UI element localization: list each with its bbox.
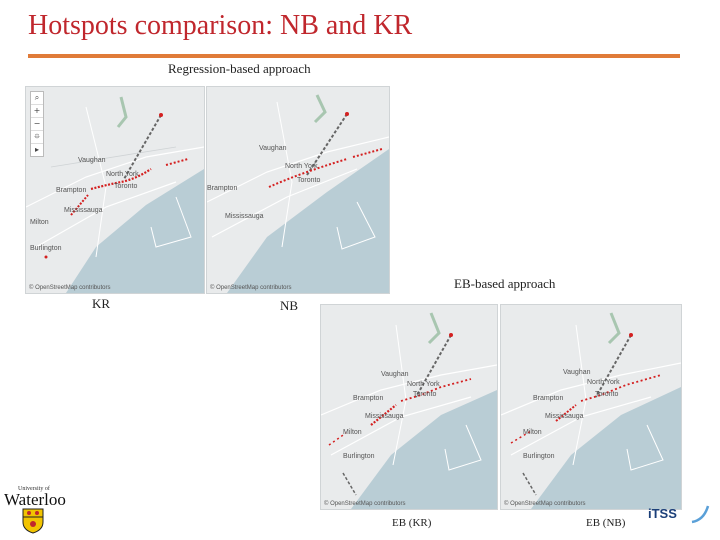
city-north-york: North York	[285, 163, 318, 170]
pin-icon[interactable]: ⯐	[31, 131, 43, 144]
eb-kr-label: EB (KR)	[392, 517, 432, 529]
map-controls: ⌕ + − ⯐ ▸	[30, 91, 44, 157]
nb-label: NB	[280, 298, 299, 313]
map-kr-regression[interactable]: ⌕ + − ⯐ ▸ Vaughan North York Toronto Bra…	[25, 86, 205, 294]
city-burlington: Burlington	[30, 245, 62, 252]
play-icon[interactable]: ▸	[34, 145, 39, 154]
logo-text-big: Waterloo	[4, 490, 66, 509]
eb-nb-label: EB (NB)	[586, 517, 626, 529]
title-underline	[28, 54, 680, 58]
city-vaughan: Vaughan	[563, 369, 591, 376]
map-eb-nb-canvas	[501, 305, 681, 509]
itss-logo-text: iTSS	[648, 506, 677, 521]
map-credit: © OpenStreetMap contributors	[210, 285, 292, 291]
map-eb-kr[interactable]: Vaughan North York Toronto Brampton Miss…	[320, 304, 498, 510]
map-credit: © OpenStreetMap contributors	[324, 501, 406, 507]
slide-title: Hotspots comparison: NB and KR	[28, 10, 413, 41]
city-toronto: Toronto	[413, 391, 437, 398]
city-brampton: Brampton	[56, 187, 87, 194]
city-toronto: Toronto	[297, 177, 321, 184]
regression-label: Regression-based approach	[168, 61, 311, 76]
map-eb-kr-canvas	[321, 305, 497, 509]
city-burlington: Burlington	[523, 453, 555, 460]
itss-swoosh-icon	[691, 505, 710, 524]
crest-icon	[22, 508, 44, 534]
zoom-out-icon[interactable]: −	[31, 118, 43, 131]
city-north-york: North York	[407, 381, 440, 388]
city-milton: Milton	[343, 429, 362, 436]
itss-logo: iTSS	[648, 505, 710, 524]
city-brampton: Brampton	[533, 395, 564, 402]
city-toronto: Toronto	[595, 391, 619, 398]
city-north-york: North York	[106, 171, 139, 178]
logo-text-small: University of	[18, 486, 50, 492]
city-vaughan: Vaughan	[381, 371, 409, 378]
city-milton: Milton	[523, 429, 542, 436]
map-credit: © OpenStreetMap contributors	[29, 285, 111, 291]
city-mississauga: Mississauga	[545, 413, 584, 420]
city-vaughan: Vaughan	[259, 145, 287, 152]
city-brampton: Brampton	[207, 185, 238, 192]
search-icon[interactable]: ⌕	[31, 92, 43, 105]
city-north-york: North York	[587, 379, 620, 386]
city-mississauga: Mississauga	[64, 207, 103, 214]
map-nb-regression-canvas	[207, 87, 389, 293]
eb-label: EB-based approach	[454, 276, 556, 291]
city-vaughan: Vaughan	[78, 157, 106, 164]
kr-label: KR	[92, 296, 111, 311]
city-toronto: Toronto	[114, 183, 138, 190]
city-brampton: Brampton	[353, 395, 384, 402]
map-kr-regression-canvas	[26, 87, 204, 293]
zoom-in-icon[interactable]: +	[31, 105, 43, 118]
map-nb-regression[interactable]: Vaughan North York Toronto Brampton Miss…	[206, 86, 390, 294]
city-burlington: Burlington	[343, 453, 375, 460]
university-logo: University of Waterloo	[4, 486, 66, 534]
city-mississauga: Mississauga	[225, 213, 264, 220]
city-mississauga: Mississauga	[365, 413, 404, 420]
map-eb-nb[interactable]: Vaughan North York Toronto Brampton Miss…	[500, 304, 682, 510]
city-milton: Milton	[30, 219, 49, 226]
map-credit: © OpenStreetMap contributors	[504, 501, 586, 507]
